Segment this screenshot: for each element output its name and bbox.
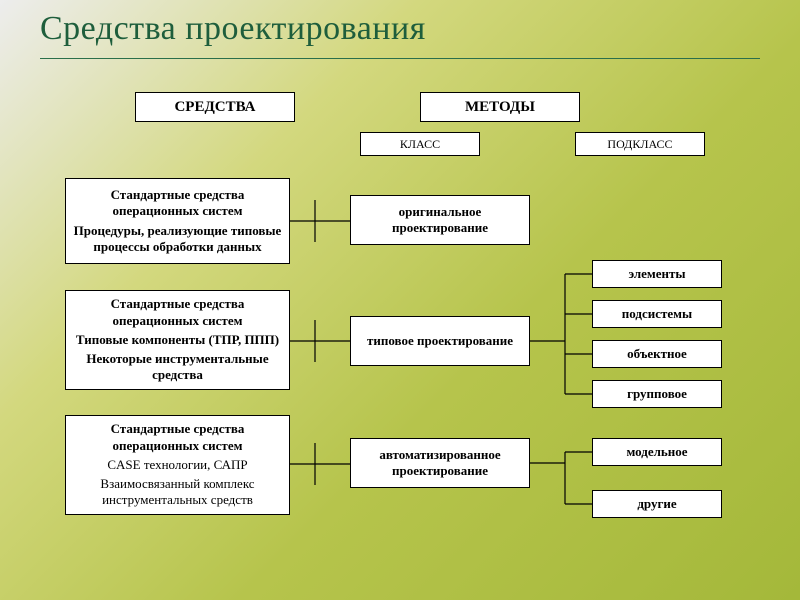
means1-line2: Процедуры, реализующие типовые процессы …	[72, 223, 283, 256]
subclass-object: объектное	[592, 340, 722, 368]
means3-line3: Взаимосвязанный комплекс инструментальны…	[72, 476, 283, 509]
header-class: КЛАСС	[360, 132, 480, 156]
header-means: СРЕДСТВА	[135, 92, 295, 122]
class-box-original: оригинальное проектирование	[350, 195, 530, 245]
means3-line1: Стандартные средства операционных систем	[72, 421, 283, 454]
means2-line2: Типовые компоненты (ТПР, ППП)	[76, 332, 279, 348]
means2-line1: Стандартные средства операционных систем	[72, 296, 283, 329]
class-box-automated: автоматизированное проектирование	[350, 438, 530, 488]
class-box-typical: типовое проектирование	[350, 316, 530, 366]
means3-line2: CASE технологии, САПР	[107, 457, 247, 473]
subclass-elements: элементы	[592, 260, 722, 288]
title-underline	[40, 58, 760, 59]
subclass-group: групповое	[592, 380, 722, 408]
header-methods: МЕТОДЫ	[420, 92, 580, 122]
means2-line3: Некоторые инструментальные средства	[72, 351, 283, 384]
means1-line1: Стандартные средства операционных систем	[72, 187, 283, 220]
slide-title: Средства проектирования	[40, 10, 426, 48]
means-box-2: Стандартные средства операционных систем…	[65, 290, 290, 390]
means-box-3: Стандартные средства операционных систем…	[65, 415, 290, 515]
subclass-model: модельное	[592, 438, 722, 466]
slide: { "title": "Средства проектирования", "h…	[0, 0, 800, 600]
header-subclass: ПОДКЛАСС	[575, 132, 705, 156]
means-box-1: Стандартные средства операционных систем…	[65, 178, 290, 264]
subclass-subsystems: подсистемы	[592, 300, 722, 328]
subclass-other: другие	[592, 490, 722, 518]
